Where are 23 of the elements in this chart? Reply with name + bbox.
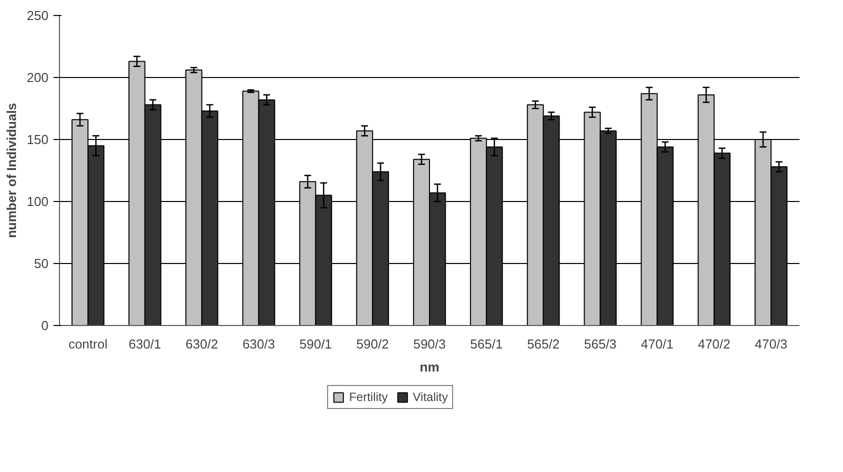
x-tick-label: control xyxy=(68,336,108,352)
legend-label: Vitality xyxy=(412,390,448,404)
y-tick-label: 50 xyxy=(34,256,49,271)
x-tick-label: 470/1 xyxy=(640,336,674,352)
x-tick-label: 470/2 xyxy=(698,336,730,352)
x-tick-label: 590/3 xyxy=(413,336,446,352)
legend-label: Fertility xyxy=(349,390,388,404)
x-tick-label: 470/3 xyxy=(754,336,788,352)
y-tick-label: 250 xyxy=(26,8,49,23)
y-tick-label: 0 xyxy=(41,318,49,333)
x-tick-label: 630/1 xyxy=(128,336,162,352)
x-tick-label: 565/2 xyxy=(527,336,560,352)
x-tick-label: 565/3 xyxy=(584,336,617,352)
y-axis-title: number of Individuals xyxy=(4,102,19,238)
y-tick-label: 100 xyxy=(26,194,49,209)
x-tick-label: 630/2 xyxy=(186,336,218,352)
x-tick-label: 590/2 xyxy=(356,336,389,352)
x-axis-title: nm xyxy=(420,360,440,374)
x-tick-label: 565/1 xyxy=(470,336,503,352)
x-tick-label: 630/3 xyxy=(242,336,276,352)
y-tick-label: 150 xyxy=(26,132,49,147)
x-tick-label: 590/1 xyxy=(299,336,332,352)
y-tick-label: 200 xyxy=(26,70,49,85)
